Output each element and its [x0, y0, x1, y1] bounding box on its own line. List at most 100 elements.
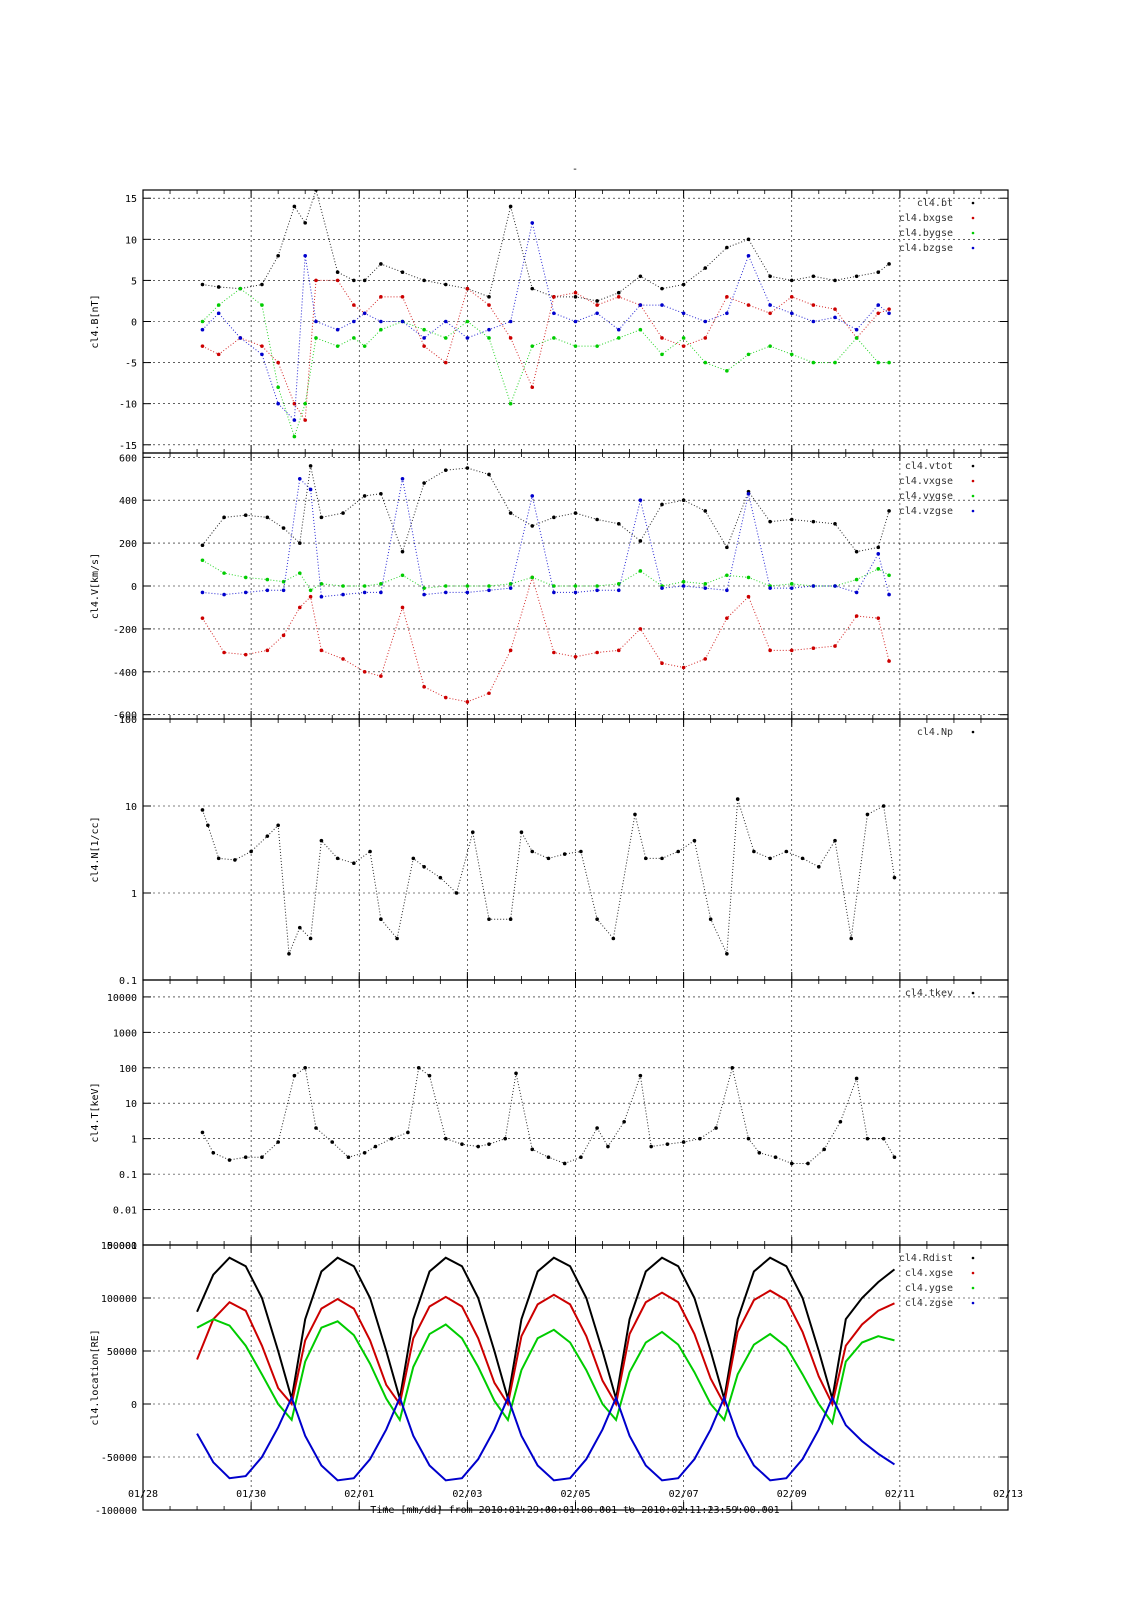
- data-point: [660, 336, 664, 340]
- y-axis-label: cl4.location[RE]: [90, 1329, 101, 1425]
- data-point: [292, 204, 297, 209]
- data-point: [514, 1071, 518, 1076]
- data-point: [573, 319, 578, 324]
- data-point: [530, 575, 535, 580]
- x-tick-label: 01/30: [236, 1489, 266, 1500]
- data-point: [876, 303, 881, 307]
- legend-label: cl4.bt: [917, 198, 953, 209]
- data-point: [833, 838, 837, 843]
- data-point: [616, 588, 621, 593]
- data-point: [854, 577, 859, 582]
- legend-marker: [971, 1271, 975, 1275]
- data-point: [887, 592, 891, 597]
- y-tick-label: 0: [131, 1400, 137, 1411]
- data-point: [811, 519, 816, 524]
- data-point: [443, 1136, 448, 1141]
- data-point: [487, 303, 491, 307]
- panel-4: 10000 1000 100 10 1 0.1 0.01 0.001 cl4.T[keV] cl4…: [90, 979, 1009, 1252]
- legend-label: cl4.vygse: [899, 491, 953, 502]
- data-point: [200, 616, 205, 620]
- legend-label: cl4.ygse: [905, 1283, 953, 1294]
- data-point: [260, 344, 264, 348]
- legend-label: cl4.zgse: [905, 1298, 953, 1309]
- data-point: [833, 584, 837, 588]
- data-point: [703, 336, 708, 340]
- data-point: [768, 303, 772, 307]
- data-point: [243, 590, 248, 595]
- data-point: [341, 657, 345, 661]
- data-point: [768, 344, 772, 348]
- data-point: [638, 274, 643, 279]
- data-point: [681, 336, 686, 340]
- x-tick-label: 02/05: [560, 1489, 590, 1500]
- data-point: [800, 856, 805, 861]
- data-point: [881, 804, 886, 808]
- data-point: [725, 311, 729, 316]
- data-point: [508, 648, 513, 653]
- data-point: [460, 1142, 464, 1146]
- data-point: [752, 849, 756, 854]
- data-point: [768, 274, 772, 279]
- data-point: [487, 336, 491, 340]
- data-point: [422, 327, 426, 332]
- data-point: [508, 336, 513, 340]
- data-point: [200, 558, 205, 563]
- data-point: [595, 517, 599, 522]
- y-tick-label: 10: [125, 235, 137, 246]
- data-point: [487, 584, 491, 588]
- data-point: [681, 311, 686, 316]
- data-point: [487, 327, 491, 332]
- data-point: [573, 295, 578, 299]
- data-point: [319, 648, 324, 653]
- y-tick-label: -15: [119, 441, 137, 452]
- legend-marker: [971, 1286, 975, 1290]
- data-point: [530, 385, 535, 390]
- data-point: [833, 644, 837, 648]
- data-point: [768, 519, 772, 524]
- data-point: [725, 295, 729, 299]
- data-point: [833, 360, 837, 365]
- data-point: [422, 344, 426, 348]
- data-point: [643, 856, 648, 861]
- data-point: [725, 616, 729, 620]
- data-point: [876, 270, 881, 274]
- data-point: [222, 571, 226, 575]
- y-tick-label: 0.1: [119, 1170, 137, 1181]
- data-point: [508, 319, 513, 324]
- data-point: [276, 1140, 280, 1144]
- data-point: [400, 605, 405, 610]
- data-point: [292, 434, 297, 439]
- y-axis-label: cl4.T[keV]: [90, 1082, 101, 1142]
- legend-marker: [971, 246, 975, 250]
- x-tick-label: 02/01: [344, 1489, 374, 1500]
- panel-data: [200, 1065, 897, 1166]
- legend-marker: [971, 201, 975, 205]
- data-point: [335, 278, 340, 283]
- data-point: [276, 253, 280, 258]
- data-point: [595, 1126, 599, 1130]
- data-point: [233, 858, 237, 862]
- data-point: [487, 917, 491, 921]
- plot-title: -: [572, 164, 578, 175]
- panels-group: 151050-5-10-15cl4.B[nT]cl4.btcl4.bxgsecl…: [90, 189, 1009, 1517]
- data-point: [276, 385, 280, 390]
- data-point: [789, 582, 794, 586]
- data-point: [833, 278, 837, 283]
- data-point: [773, 1155, 778, 1160]
- data-point: [400, 319, 405, 324]
- legend-label: cl4.xgse: [905, 1268, 953, 1279]
- data-point: [746, 575, 751, 580]
- data-point: [508, 917, 513, 921]
- y-tick-label: 50000: [107, 1347, 137, 1358]
- data-point: [314, 319, 318, 324]
- data-point: [216, 856, 221, 861]
- data-point: [552, 515, 556, 520]
- data-point: [725, 588, 729, 593]
- data-point: [698, 1136, 702, 1141]
- data-point: [552, 650, 556, 655]
- data-point: [443, 695, 448, 700]
- data-point: [552, 295, 556, 299]
- panel-1: 15 10 5 0 -5 -10 -15 cl4.B[nT] cl4.bt cl4.bxgse cl…: [90, 189, 1009, 454]
- data-point: [660, 586, 664, 590]
- data-point: [638, 498, 643, 502]
